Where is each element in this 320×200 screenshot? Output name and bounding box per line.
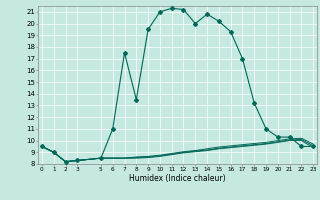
X-axis label: Humidex (Indice chaleur): Humidex (Indice chaleur) [129,174,226,183]
